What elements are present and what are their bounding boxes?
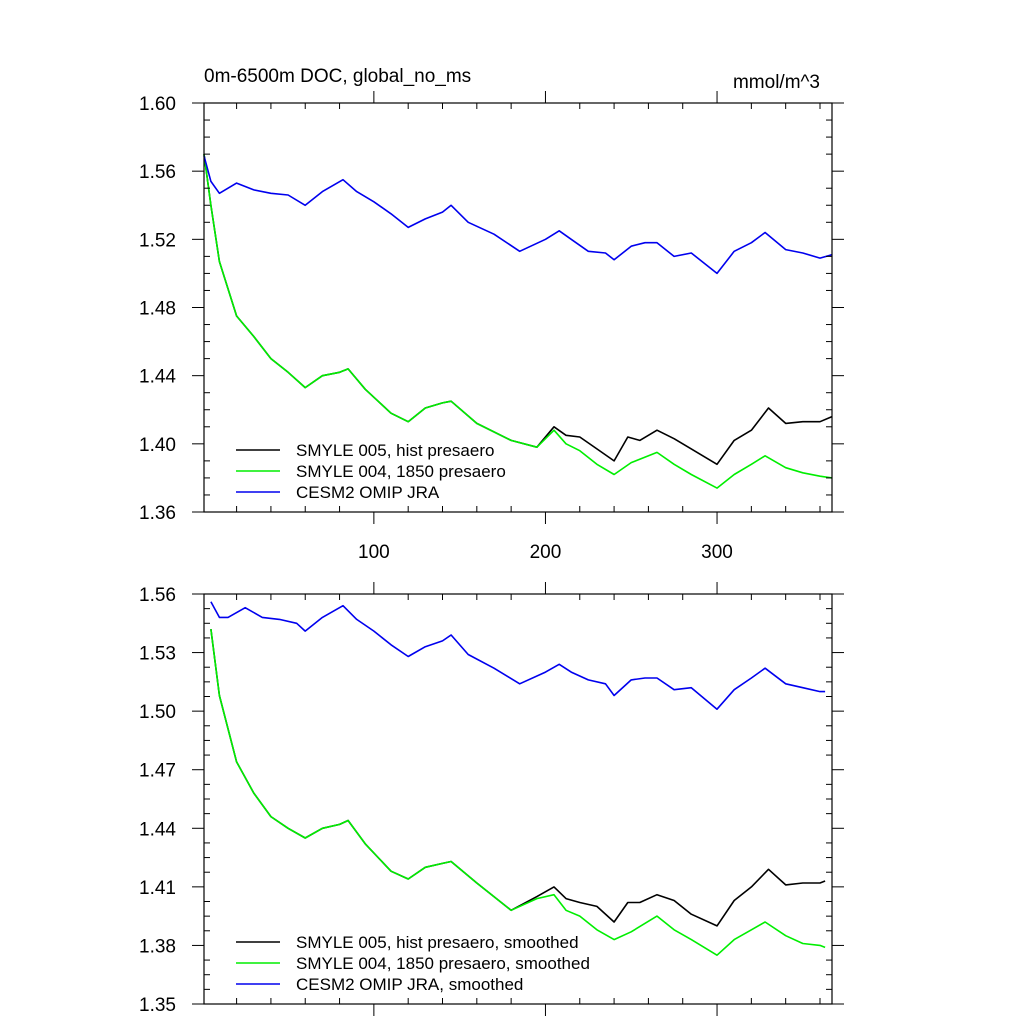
top-legend-label-3: CESM2 OMIP JRA [296, 483, 440, 502]
bottom-chart-ticks: 1.35 1.38 1.41 1.44 1.47 1.50 1.53 1.56 [139, 582, 844, 1016]
top-y-tick-label: 1.56 [139, 162, 176, 183]
top-chart-ticks: 1.36 1.40 1.44 1.48 1.52 1.56 1.60 100 200 300 [139, 91, 844, 563]
bottom-legend-label-1: SMYLE 005, hist presaero, smoothed [296, 933, 579, 952]
top-series-line-2 [203, 153, 833, 489]
bottom-y-tick-label: 1.56 [139, 585, 176, 606]
top-chart-series [203, 153, 833, 489]
top-chart-title: 0m-6500m DOC, global_no_ms [204, 66, 471, 87]
top-x-tick-label: 300 [701, 542, 733, 563]
top-series-line-3 [203, 155, 833, 275]
top-x-tick-label: 100 [358, 542, 390, 563]
top-y-tick-label: 1.48 [139, 299, 176, 320]
top-chart-panel: 0m-6500m DOC, global_no_ms mmol/m^3 1.36… [139, 66, 844, 563]
bottom-legend-label-2: SMYLE 004, 1850 presaero, smoothed [296, 954, 590, 973]
bottom-series-line-2 [210, 628, 826, 957]
bottom-y-tick-label: 1.50 [139, 702, 176, 723]
bottom-series-line-3 [210, 601, 826, 711]
top-y-tick-label: 1.52 [139, 230, 176, 251]
bottom-y-tick-label: 1.44 [139, 819, 176, 840]
top-y-tick-label: 1.36 [139, 503, 176, 524]
top-chart-legend: SMYLE 005, hist presaero SMYLE 004, 1850 … [236, 441, 506, 502]
top-y-tick-label: 1.40 [139, 435, 176, 456]
bottom-y-tick-label: 1.53 [139, 644, 176, 665]
top-legend-label-1: SMYLE 005, hist presaero [296, 441, 494, 460]
top-legend-label-2: SMYLE 004, 1850 presaero [296, 462, 506, 481]
bottom-chart-frame [203, 593, 833, 1005]
top-y-tick-label: 1.44 [139, 367, 176, 388]
top-x-tick-label: 200 [530, 542, 562, 563]
bottom-legend-label-3: CESM2 OMIP JRA, smoothed [296, 975, 523, 994]
bottom-chart-legend: SMYLE 005, hist presaero, smoothed SMYLE … [236, 933, 590, 994]
top-chart-frame [203, 102, 833, 513]
bottom-y-tick-label: 1.38 [139, 936, 176, 957]
bottom-chart-series [210, 601, 826, 957]
bottom-y-tick-label: 1.47 [139, 761, 176, 782]
top-chart-units: mmol/m^3 [733, 72, 820, 93]
top-y-tick-label: 1.60 [139, 94, 176, 115]
bottom-y-tick-label: 1.41 [139, 878, 176, 899]
bottom-y-tick-label: 1.35 [139, 995, 176, 1016]
bottom-chart-panel: 1.35 1.38 1.41 1.44 1.47 1.50 1.53 1.56 SMYLE 0… [139, 582, 844, 1016]
